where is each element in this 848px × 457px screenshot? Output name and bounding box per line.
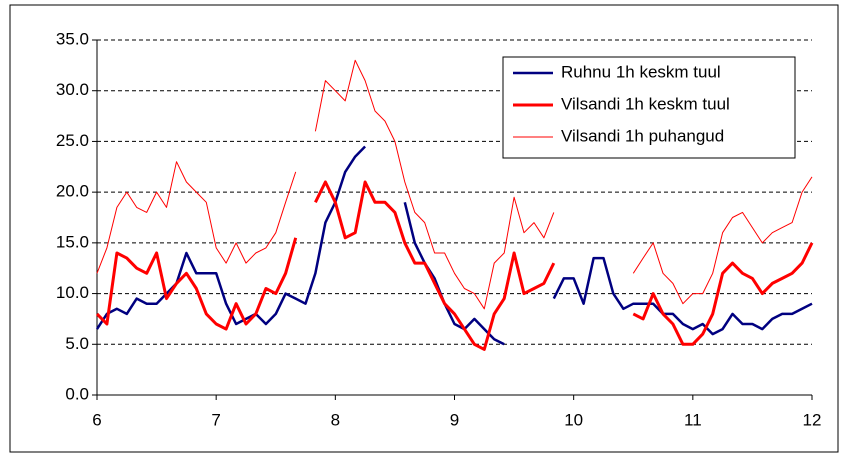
x-tick-label: 11 [684, 410, 702, 429]
y-tick-label: 25.0 [56, 131, 89, 150]
x-tick-label: 9 [450, 410, 459, 429]
x-tick-label: 12 [803, 410, 822, 429]
y-tick-label: 0.0 [65, 384, 89, 403]
y-tick-label: 15.0 [56, 232, 89, 251]
legend-label: Vilsandi 1h keskm tuul [561, 94, 730, 113]
legend-label: Vilsandi 1h puhangud [561, 126, 724, 145]
x-tick-label: 7 [211, 410, 220, 429]
legend-label: Ruhnu 1h keskm tuul [561, 62, 721, 81]
x-tick-label: 10 [564, 410, 583, 429]
y-tick-label: 10.0 [56, 283, 89, 302]
x-tick-label: 6 [92, 410, 101, 429]
y-tick-label: 35.0 [56, 29, 89, 48]
series-line [96, 59, 813, 310]
y-tick-label: 5.0 [65, 334, 89, 353]
y-tick-label: 20.0 [56, 182, 89, 201]
x-tick-label: 8 [331, 410, 340, 429]
y-tick-label: 30.0 [56, 80, 89, 99]
series-line [95, 180, 814, 351]
